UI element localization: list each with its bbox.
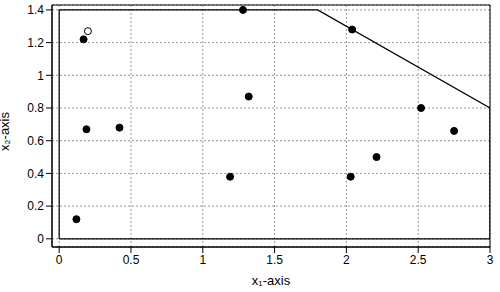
svg-text:x₂-axis: x₂-axis	[8, 112, 12, 151]
svg-text:3: 3	[487, 253, 492, 267]
svg-text:0: 0	[56, 253, 63, 267]
svg-text:0.8: 0.8	[27, 101, 44, 115]
svg-text:1: 1	[37, 69, 44, 83]
svg-text:1: 1	[199, 253, 206, 267]
svg-text:0.4: 0.4	[27, 167, 44, 181]
svg-text:0.6: 0.6	[27, 134, 44, 148]
svg-text:0: 0	[37, 232, 44, 246]
svg-text:1.5: 1.5	[266, 253, 283, 267]
svg-text:1.4: 1.4	[27, 3, 44, 17]
svg-text:0.2: 0.2	[27, 199, 44, 213]
svg-text:1.2: 1.2	[27, 36, 44, 50]
svg-text:2.5: 2.5	[410, 253, 427, 267]
svg-text:x₁-axis: x₁-axis	[252, 273, 291, 288]
svg-text:2: 2	[343, 253, 350, 267]
svg-text:0.5: 0.5	[123, 253, 140, 267]
